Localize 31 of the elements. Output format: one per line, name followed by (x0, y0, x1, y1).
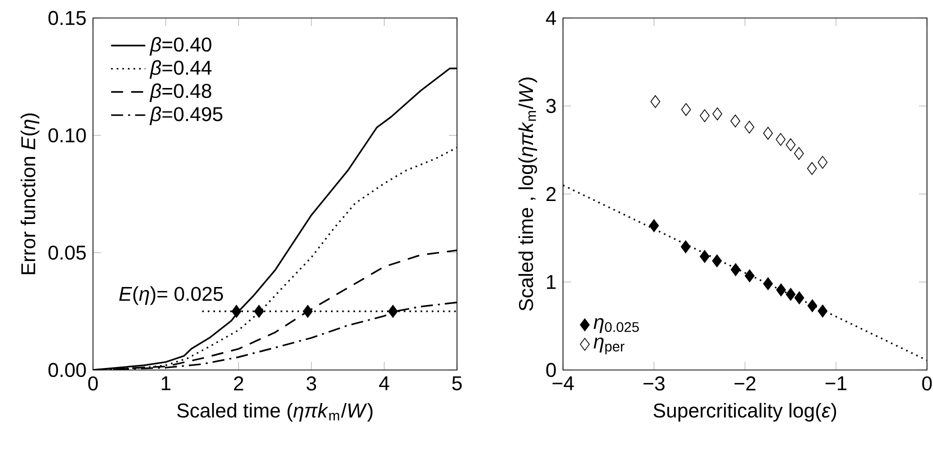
y-axis-title: Error function E(η) (20, 113, 40, 274)
legend-label: β=0.40 (150, 36, 212, 56)
x-axis-title: Supercriticality log(ε) (654, 402, 836, 422)
y-axis-title: Scaled time , log(ηπk$_{m}$/W) (518, 78, 538, 311)
legend-label: β=0.48 (150, 83, 212, 102)
legend-label: η$_{per}$ (594, 338, 624, 354)
annotation: E(η)= 0.025 (119, 286, 223, 305)
legend-label: η$_{0.025}$ (594, 318, 639, 334)
x-tick-label: −1 (826, 376, 846, 390)
x-tick-label: −2 (734, 376, 756, 390)
x-tick-label: 0 (88, 376, 98, 391)
y-tick-label: 2 (546, 187, 556, 201)
x-tick-label: 3 (306, 376, 316, 391)
x-tick-label: 0 (922, 376, 932, 391)
x-tick-label: −3 (644, 376, 665, 391)
y-tick-label: 4 (546, 11, 556, 25)
x-tick-label: 2 (234, 376, 244, 390)
y-tick-label: 0 (546, 362, 556, 378)
x-tick-label: 4 (379, 376, 390, 390)
x-tick-label: −4 (552, 376, 574, 390)
x-axis-title: Scaled time (ηπk$_{m}$/W) (177, 402, 372, 422)
y-tick-label: 3 (546, 98, 556, 114)
y-tick-label: 0.05 (48, 246, 86, 260)
y-tick-label: 1 (547, 275, 556, 289)
y-tick-label: 0.15 (48, 10, 86, 26)
x-tick-label: 1 (162, 376, 170, 390)
x-tick-label: 5 (452, 376, 462, 390)
legend-label: β=0.44 (150, 60, 212, 79)
legend-label: β=0.495 (150, 106, 222, 126)
y-tick-label: 0.00 (48, 362, 86, 378)
y-tick-label: 0.10 (48, 128, 86, 142)
